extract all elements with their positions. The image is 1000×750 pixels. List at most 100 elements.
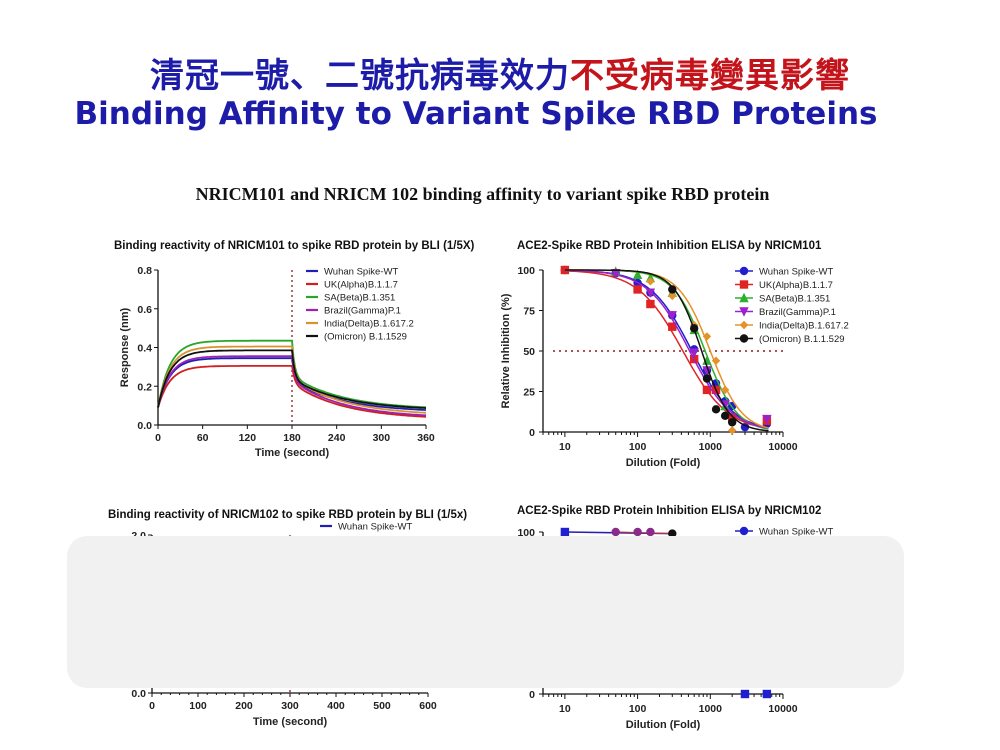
x-tick-label: 10 xyxy=(559,703,571,715)
data-point xyxy=(740,689,750,699)
data-point xyxy=(711,405,721,414)
fit-curve-4 xyxy=(564,269,769,429)
data-point xyxy=(720,411,730,420)
legend-label: Wuhan Spike-WT xyxy=(759,527,833,538)
y-tick-label: 0.8 xyxy=(137,265,152,277)
series-line-2 xyxy=(157,339,427,409)
x-tick-label: 100 xyxy=(629,703,647,715)
y-tick-label: 0.2 xyxy=(137,381,152,393)
legend-label: Wuhan Spike-WT xyxy=(759,267,833,278)
y-tick-label: 50 xyxy=(523,346,535,358)
y-axis-label: Relative Inhibition (%) xyxy=(500,293,512,408)
fit-curve-5 xyxy=(564,269,769,432)
legend-marker xyxy=(739,307,749,317)
data-point xyxy=(646,299,655,309)
legend-label: SA(Beta)B.1.351 xyxy=(324,293,395,304)
data-point xyxy=(645,288,656,298)
overlay-panel xyxy=(67,536,904,688)
x-axis-label: Dilution (Fold) xyxy=(626,457,701,469)
data-point xyxy=(632,269,643,280)
legend-label: SA(Beta)B.1.351 xyxy=(759,294,830,305)
fit-curve-3 xyxy=(564,269,769,430)
legend-label: India(Delta)B.1.617.2 xyxy=(759,321,849,332)
data-point xyxy=(560,527,570,537)
chart-title: Binding reactivity of NRICM102 to spike … xyxy=(108,509,467,521)
x-tick-label: 10 xyxy=(559,441,571,453)
x-tick-label: 1000 xyxy=(699,703,723,715)
data-point xyxy=(689,348,699,358)
title-zh-red: 不受病毒變異影響 xyxy=(570,56,850,96)
y-tick-label: 0.0 xyxy=(131,688,146,700)
x-tick-label: 1000 xyxy=(699,441,723,453)
legend-marker xyxy=(739,266,749,276)
figure-title: NRICM101 and NRICM 102 binding affinity … xyxy=(195,184,770,204)
legend-marker xyxy=(739,320,749,330)
chart-elisa-nricm101: ACE2-Spike RBD Protein Inhibition ELISA … xyxy=(500,240,849,469)
legend-label: India(Delta)B.1.617.2 xyxy=(324,319,414,330)
x-tick-label: 100 xyxy=(189,700,207,712)
legend-label: (Omicron) B.1.1529 xyxy=(324,332,407,343)
data-point xyxy=(702,355,712,365)
y-tick-label: 100 xyxy=(517,265,535,277)
x-tick-label: 0 xyxy=(155,432,161,444)
fit-curve xyxy=(615,531,673,535)
x-tick-label: 240 xyxy=(328,432,346,444)
data-point xyxy=(560,265,570,275)
x-axis-label: Time (second) xyxy=(255,447,330,459)
x-tick-label: 120 xyxy=(239,432,257,444)
chart-bli-nricm101: Binding reactivity of NRICM101 to spike … xyxy=(114,240,475,459)
legend-label: Wuhan Spike-WT xyxy=(338,522,412,533)
legend-marker xyxy=(739,526,749,536)
data-point xyxy=(727,413,737,422)
x-tick-label: 400 xyxy=(327,700,345,712)
data-point xyxy=(611,269,621,279)
data-point xyxy=(762,689,772,699)
y-axis-label: Response (nm) xyxy=(119,307,131,387)
x-axis-label: Dilution (Fold) xyxy=(626,719,701,731)
x-tick-label: 200 xyxy=(235,700,253,712)
data-point xyxy=(702,385,712,395)
y-tick-label: 0.0 xyxy=(137,420,152,432)
y-tick-label: 0 xyxy=(529,689,535,701)
series-line-1 xyxy=(157,365,427,418)
chart-elisa-nricm102: ACE2-Spike RBD Protein Inhibition ELISA … xyxy=(517,505,833,731)
x-tick-label: 360 xyxy=(417,432,435,444)
x-tick-label: 10000 xyxy=(768,703,797,715)
data-point xyxy=(702,332,712,341)
data-point xyxy=(762,414,772,425)
x-tick-label: 60 xyxy=(197,432,209,444)
chart-title: Binding reactivity of NRICM101 to spike … xyxy=(114,240,475,252)
y-tick-label: 0.6 xyxy=(137,304,152,316)
y-tick-label: 0 xyxy=(529,427,535,439)
legend-marker xyxy=(739,280,749,289)
title-zh-blue: 清冠一號、二號抗病毒效力 xyxy=(150,56,570,96)
y-tick-label: 0.4 xyxy=(137,343,152,355)
data-point xyxy=(727,418,737,427)
x-tick-label: 300 xyxy=(281,700,299,712)
y-tick-label: 25 xyxy=(523,387,535,399)
slide-title-english: Binding Affinity to Variant Spike RBD Pr… xyxy=(74,96,878,132)
legend-label: Wuhan Spike-WT xyxy=(324,267,398,278)
x-tick-label: 180 xyxy=(283,432,301,444)
data-point xyxy=(668,529,677,538)
legend-label: Brazil(Gamma)P.1 xyxy=(759,307,836,318)
x-tick-label: 10000 xyxy=(768,441,797,453)
series-line-5 xyxy=(157,349,427,409)
x-tick-label: 500 xyxy=(373,700,391,712)
data-point xyxy=(633,527,642,537)
legend-marker xyxy=(739,334,749,343)
legend-label: (Omicron) B.1.1.529 xyxy=(759,334,845,345)
legend-label: Brazil(Gamma)P.1 xyxy=(324,306,401,317)
data-point xyxy=(646,277,655,286)
legend-label: UK(Alpha)B.1.1.7 xyxy=(324,280,398,291)
chart-title: ACE2-Spike RBD Protein Inhibition ELISA … xyxy=(517,505,821,517)
data-point xyxy=(668,285,677,294)
x-axis-label: Time (second) xyxy=(253,716,328,728)
fit-curve-0 xyxy=(564,269,769,429)
data-point xyxy=(668,322,677,331)
x-tick-label: 300 xyxy=(373,432,391,444)
data-point xyxy=(727,426,737,435)
data-point xyxy=(646,527,655,537)
data-point xyxy=(689,324,699,333)
x-tick-label: 100 xyxy=(629,441,647,453)
